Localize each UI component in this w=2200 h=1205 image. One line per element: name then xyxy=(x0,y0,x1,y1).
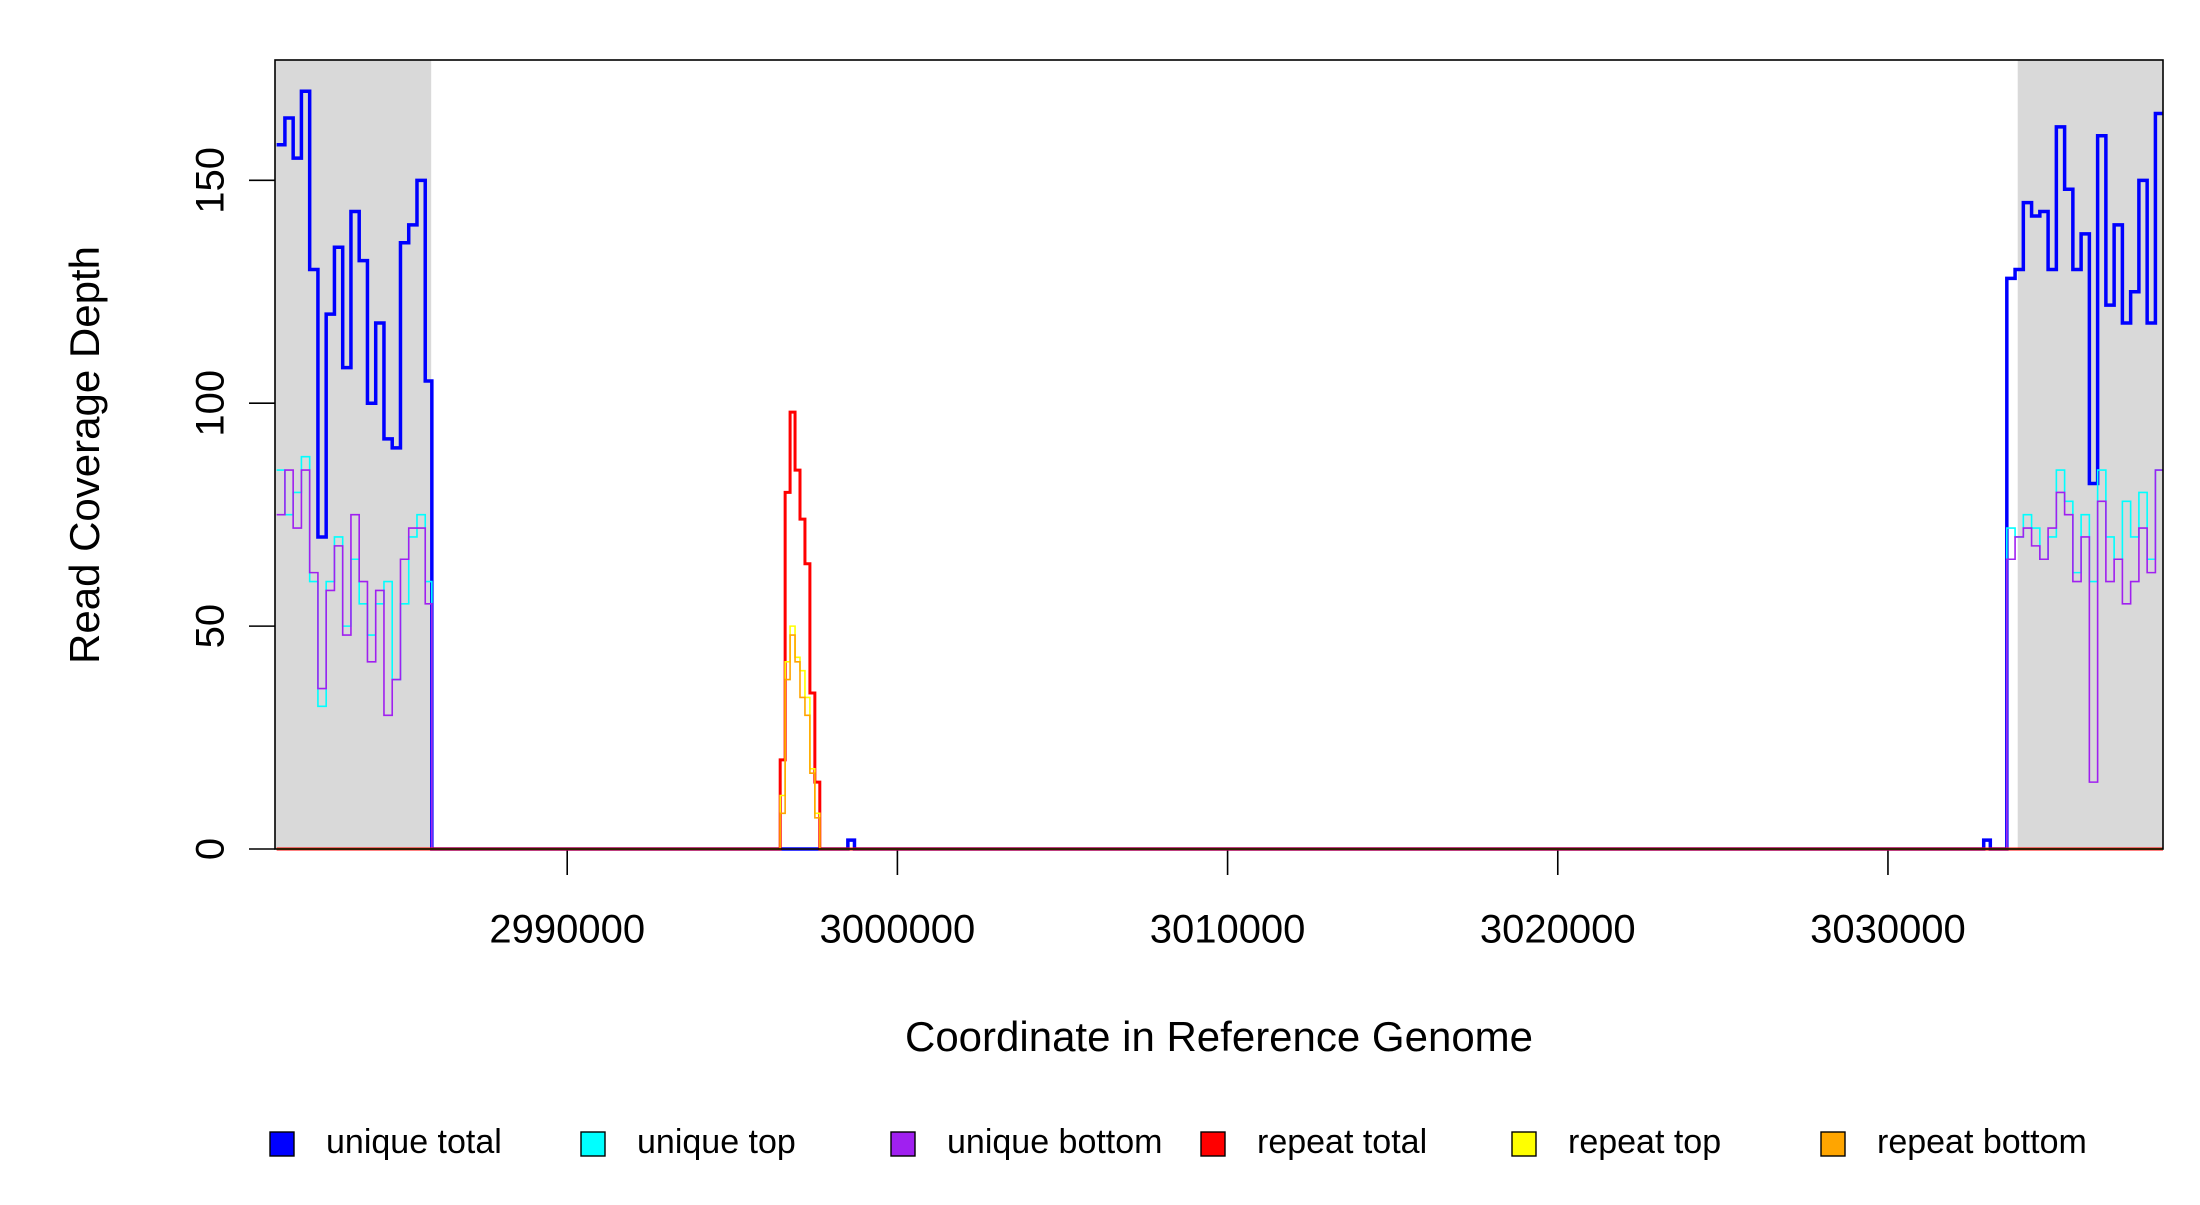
series-line xyxy=(276,634,2163,850)
y-tick-label: 150 xyxy=(189,147,233,214)
legend-label: unique total xyxy=(326,1123,502,1161)
legend-swatch xyxy=(269,1131,295,1157)
series-line xyxy=(276,89,2163,851)
x-tick-label: 3020000 xyxy=(1480,908,1636,952)
y-tick-label: 0 xyxy=(189,838,233,860)
legend-label: unique top xyxy=(637,1123,796,1161)
legend-swatch xyxy=(1200,1131,1226,1157)
x-tick-label: 2990000 xyxy=(489,908,645,952)
shaded-region xyxy=(275,60,432,849)
series-line xyxy=(276,455,2163,850)
legend-swatch xyxy=(890,1131,916,1157)
plot-frame xyxy=(274,59,2164,850)
legend-label: unique bottom xyxy=(947,1123,1163,1161)
series-line xyxy=(276,469,2163,850)
series-line xyxy=(276,410,2163,851)
legend-label: repeat top xyxy=(1568,1123,1721,1161)
y-axis-label: Read Coverage Depth xyxy=(61,246,108,664)
y-tick-label: 50 xyxy=(189,604,233,649)
x-tick-label: 3030000 xyxy=(1810,908,1966,952)
x-axis-label: Coordinate in Reference Genome xyxy=(905,1013,1533,1060)
y-tick-label: 100 xyxy=(189,370,233,437)
x-tick-label: 3010000 xyxy=(1150,908,1306,952)
legend-label: repeat total xyxy=(1257,1123,1427,1161)
legend-swatch xyxy=(1511,1131,1537,1157)
legend-swatch xyxy=(580,1131,606,1157)
legend-swatch xyxy=(1820,1131,1846,1157)
series-line xyxy=(276,625,2163,850)
x-tick-label: 3000000 xyxy=(820,908,976,952)
legend-label: repeat bottom xyxy=(1877,1123,2087,1161)
